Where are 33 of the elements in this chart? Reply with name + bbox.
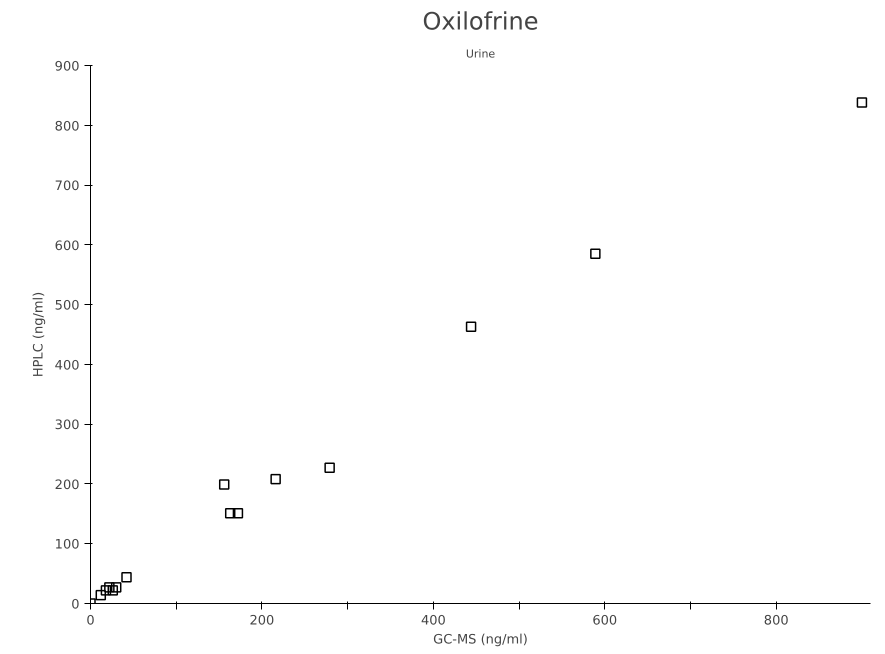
y-tick-label: 100 xyxy=(54,538,80,553)
x-axis-title: GC-MS (ng/ml) xyxy=(433,632,528,648)
y-tick-label: 900 xyxy=(54,60,80,74)
point xyxy=(224,508,236,518)
y-tick-label: 300 xyxy=(54,418,80,434)
x-tick-label: 400 xyxy=(420,614,446,628)
point xyxy=(110,582,122,593)
y-tick-label: 200 xyxy=(54,478,80,493)
chart-subtitle: Urine xyxy=(466,48,496,60)
y-tick-label: 800 xyxy=(54,119,80,134)
point xyxy=(232,508,244,518)
point xyxy=(108,585,118,596)
point xyxy=(218,479,230,490)
y-tick-label: 0 xyxy=(71,598,80,612)
x-tick-label: 0 xyxy=(86,614,95,628)
chart-title: Oxilofrine xyxy=(422,8,539,36)
y-tick-label: 700 xyxy=(54,179,80,194)
point xyxy=(856,97,868,108)
y-tick-label: 400 xyxy=(54,358,80,374)
point xyxy=(270,474,281,484)
point xyxy=(100,585,112,596)
point xyxy=(104,582,115,593)
point xyxy=(324,462,335,474)
point xyxy=(121,572,132,582)
x-tick-label: 800 xyxy=(764,614,789,628)
y-tick-label: 500 xyxy=(54,298,80,314)
point xyxy=(96,590,106,600)
x-tick-label: 600 xyxy=(592,614,618,628)
point xyxy=(590,248,601,260)
y-tick-label: 600 xyxy=(54,238,80,254)
point xyxy=(466,321,476,332)
x-tick-label: 200 xyxy=(250,614,274,628)
y-axis-title: HPLC (ng/ml) xyxy=(32,292,47,378)
